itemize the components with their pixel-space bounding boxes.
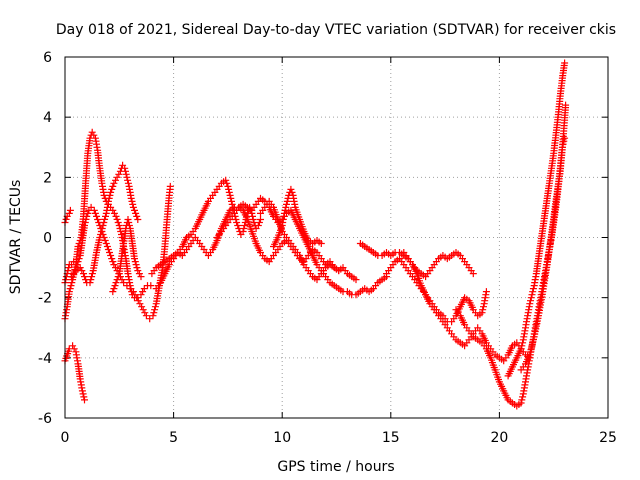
series-arc-4	[61, 182, 174, 323]
marker-plus	[152, 203, 360, 293]
x-tick-label: 15	[382, 430, 400, 446]
y-axis-label: SDTVAR / TECUs	[8, 180, 24, 295]
x-tick-label: 25	[599, 430, 617, 446]
marker-plus	[517, 101, 570, 374]
series-arc-3	[61, 128, 155, 323]
y-tick-label: -4	[38, 351, 52, 367]
y-tick-label: -6	[38, 411, 52, 427]
series-arc-1	[61, 206, 74, 226]
marker-plus	[61, 182, 174, 323]
y-tick-label: 2	[43, 170, 52, 186]
y-tick-label: 0	[43, 231, 52, 247]
series-arc-16	[504, 59, 569, 380]
marker-plus	[270, 185, 325, 250]
x-axis-label: GPS time / hours	[277, 459, 394, 475]
x-tick-label: 0	[61, 430, 70, 446]
tick-labels: 0 5 10 15 20 25 -6 -4 -2 0 2 4 6	[38, 50, 617, 446]
series-arc-5	[68, 161, 142, 287]
series-arc-17	[517, 101, 570, 374]
marker-plus	[68, 161, 142, 287]
marker-plus	[109, 216, 145, 296]
y-tick-label: 6	[43, 50, 52, 66]
x-tick-label: 20	[490, 430, 508, 446]
y-tick-label: -2	[38, 291, 52, 307]
marker-plus	[504, 59, 569, 380]
x-tick-label: 10	[273, 430, 291, 446]
x-tick-label: 5	[169, 430, 178, 446]
series-arc-11	[270, 185, 325, 250]
y-tick-label: 4	[43, 110, 52, 126]
marker-plus	[61, 128, 155, 323]
series-arc-6	[109, 216, 145, 296]
chart-title: Day 018 of 2021, Sidereal Day-to-day VTE…	[56, 22, 616, 38]
marker-plus	[61, 206, 74, 226]
data-points	[61, 59, 570, 410]
series-arc-7	[152, 203, 360, 293]
plot-frame	[64, 56, 609, 419]
